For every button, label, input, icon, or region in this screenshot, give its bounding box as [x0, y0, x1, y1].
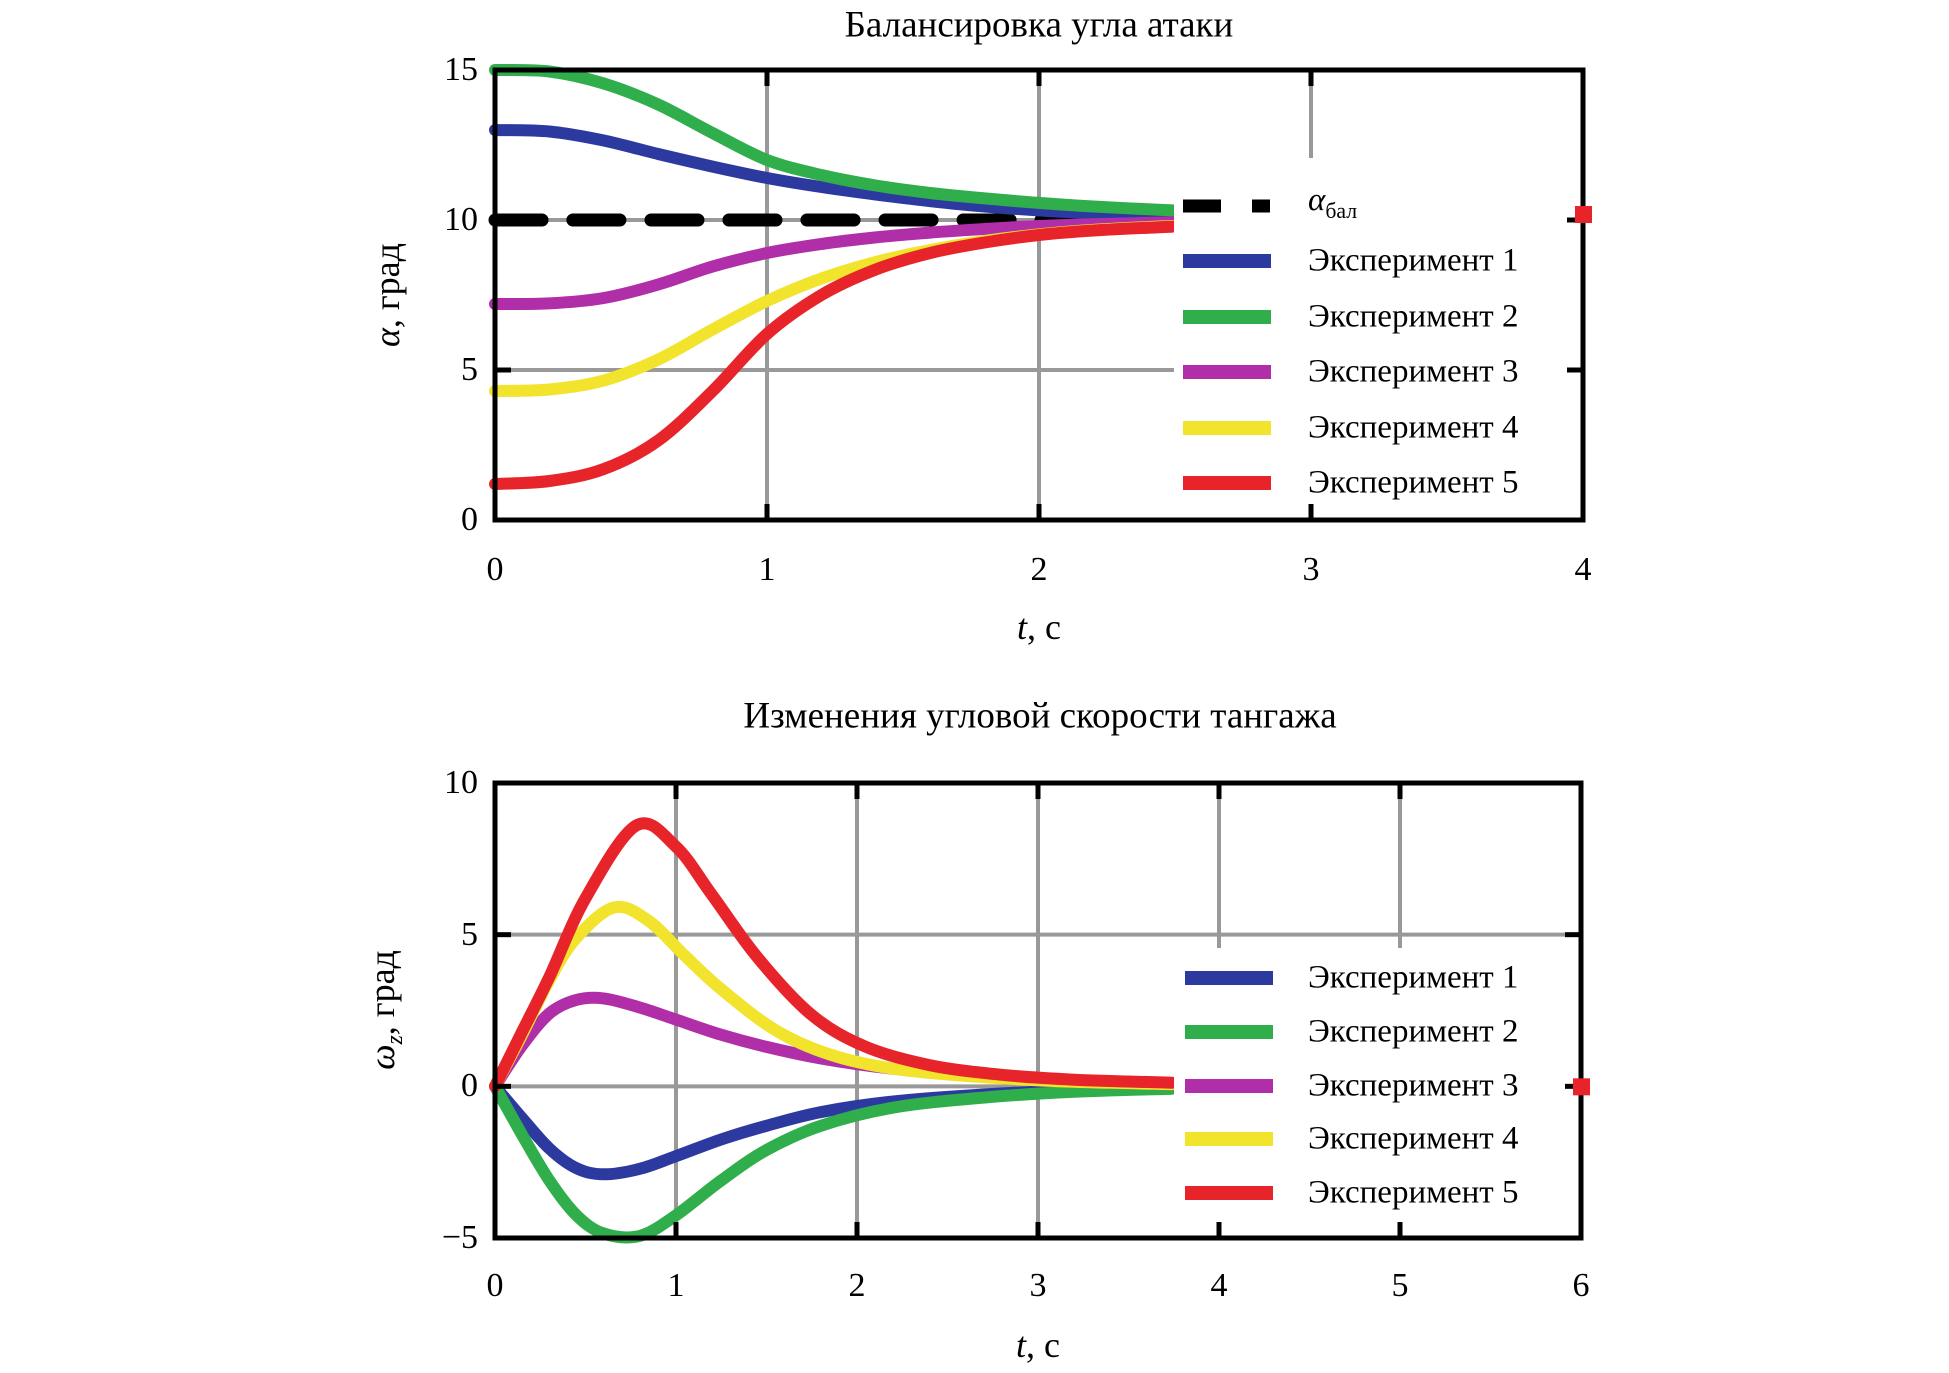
legend-background — [1174, 158, 1574, 508]
legend-swatch — [1185, 1186, 1273, 1201]
legend-swatch-dashed — [1183, 199, 1271, 213]
legend-item-label: Эксперимент 1 — [1308, 959, 1519, 996]
legend-line — [1183, 420, 1271, 435]
legend-line — [1185, 1132, 1273, 1147]
legend-item-label: Эксперимент 4 — [1308, 1120, 1519, 1157]
series-line — [489, 64, 1179, 217]
x-tick-label: 5 — [1391, 1267, 1409, 1304]
series-line — [489, 1080, 1178, 1244]
legend-item-label: Эксперимент 2 — [1308, 298, 1519, 335]
series-line — [489, 1080, 1178, 1181]
x-tick-label: 1 — [667, 1267, 685, 1304]
x-tick-label: 3 — [1302, 551, 1320, 588]
chart2-title: Изменения угловой скорости тангажа — [743, 695, 1337, 737]
chart1-y-axis-label: α, град — [366, 243, 407, 347]
legend-swatch — [1183, 254, 1271, 269]
y-tick-label: 10 — [444, 764, 478, 801]
legend-dash — [1183, 199, 1221, 213]
legend-item-label: Эксперимент 2 — [1308, 1013, 1519, 1050]
legend-line — [1185, 1024, 1273, 1039]
x-tick-label: 4 — [1574, 551, 1592, 588]
x-tick-label: 0 — [486, 551, 504, 588]
series-line — [489, 124, 1179, 223]
plot-border — [492, 780, 1584, 1241]
y-tick-label: 5 — [461, 351, 478, 388]
series-line — [489, 216, 1179, 311]
legend-item-label: Эксперимент 5 — [1308, 1174, 1519, 1211]
chart-alpha-balance — [488, 64, 1592, 523]
legend-line — [1183, 309, 1271, 324]
legend-line — [1185, 1186, 1273, 1201]
x-tick-label: 0 — [486, 1267, 504, 1304]
chart1-title: Балансировка угла атаки — [844, 4, 1234, 46]
series-endpoint-marker — [1575, 206, 1592, 223]
legend-item-label: Эксперимент 5 — [1308, 464, 1519, 501]
y-tick-label: −5 — [441, 1219, 478, 1256]
x-tick-label: 2 — [1030, 551, 1048, 588]
legend-swatch — [1185, 1024, 1273, 1039]
legend-swatch — [1185, 1078, 1273, 1093]
y-tick-label: 0 — [461, 501, 478, 538]
legend-dash — [1252, 199, 1270, 213]
legend-item-label: Эксперимент 3 — [1308, 1067, 1519, 1104]
x-tick-label: 1 — [758, 551, 776, 588]
plot-border — [492, 67, 1586, 523]
legend-line — [1183, 254, 1271, 269]
legend-line — [1185, 971, 1273, 985]
chart1-x-axis-label: t, с — [1017, 607, 1061, 647]
series-endpoint-marker — [1573, 1078, 1590, 1096]
y-tick-label: 5 — [461, 915, 478, 953]
series-line — [489, 220, 1179, 397]
series-line — [489, 817, 1178, 1093]
chart-omega-z — [489, 780, 1590, 1244]
x-tick-label: 2 — [848, 1267, 866, 1304]
x-tick-label: 3 — [1029, 1267, 1047, 1304]
series-line — [489, 991, 1178, 1093]
legend-swatch — [1183, 309, 1271, 324]
chart2-y-axis-label: ωz, град — [361, 950, 409, 1070]
legend-item-label: αбал — [1308, 182, 1358, 223]
x-tick-label: 6 — [1572, 1267, 1590, 1304]
legend-item-label: Эксперимент 4 — [1308, 409, 1519, 446]
legend-swatch — [1183, 420, 1271, 435]
legend-line — [1183, 476, 1271, 490]
y-tick-label: 15 — [444, 51, 478, 88]
y-tick-label: 10 — [444, 201, 478, 238]
legend-swatch — [1183, 365, 1271, 380]
series-line — [489, 220, 1179, 490]
legend-item-label: Эксперимент 3 — [1308, 353, 1519, 390]
chart2-x-axis-label: t, с — [1016, 1325, 1060, 1365]
legend-item-label: Эксперимент 1 — [1308, 242, 1519, 279]
legend-line — [1183, 365, 1271, 380]
legend-swatch — [1183, 476, 1271, 490]
legend-swatch — [1185, 971, 1273, 985]
y-tick-label: 0 — [461, 1067, 478, 1105]
legend-line — [1185, 1078, 1273, 1093]
legend-swatch — [1185, 1132, 1273, 1147]
x-tick-label: 4 — [1210, 1267, 1228, 1304]
